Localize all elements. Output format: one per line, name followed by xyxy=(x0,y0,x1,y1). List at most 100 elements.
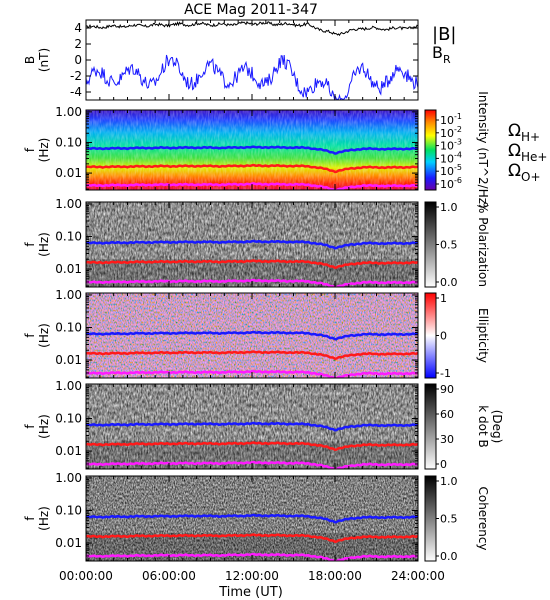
x-tick-label: 24:00:00 xyxy=(391,569,445,583)
colorbar-tick-label: 10-2 xyxy=(440,125,462,140)
x-tick-label: 00:00:00 xyxy=(59,569,113,583)
gyrofrequency-line-H-plus xyxy=(86,239,418,250)
colorbar-label: k dot B (Deg) xyxy=(476,405,504,447)
y-label-line: f xyxy=(23,147,37,152)
colorbar xyxy=(424,475,437,562)
plot-area xyxy=(86,20,418,100)
colorbar-tick-label: 90 xyxy=(440,383,454,396)
gyrofrequency-line-O-plus xyxy=(86,369,418,378)
gyrofrequency-line-O-plus xyxy=(86,278,418,287)
colorbar-tick-label: 1.0 xyxy=(440,201,458,214)
gyrofrequency-line-He-plus xyxy=(86,350,418,361)
y-tick-label: 0.01 xyxy=(55,262,82,276)
colorbar-tick-label: 10-3 xyxy=(440,138,462,153)
colorbar-tick-label: 0.0 xyxy=(440,276,458,289)
legend-b-magnitude: |B| xyxy=(432,24,456,45)
colorbar-tick-label: 0.5 xyxy=(440,239,458,252)
panel-magnetic-field: 4 2 0 -2 -4 B (nT) |B|BR xyxy=(23,19,456,101)
colorbar-tick-label: 60 xyxy=(440,408,454,421)
spectrogram-image xyxy=(86,476,418,561)
y-tick-label: -4 xyxy=(70,85,82,99)
colorbar-label: Ellipticity xyxy=(476,308,490,363)
gyro-label-H-plus: ΩH+ xyxy=(508,121,540,144)
y-label-line: (Hz) xyxy=(37,138,51,163)
y-tick-label: 0.01 xyxy=(55,166,82,180)
colorbar-label: Intensity (nT^2/Hz) xyxy=(476,91,490,208)
spectrogram-image xyxy=(86,110,418,190)
gyrofrequency-line-He-plus xyxy=(86,259,418,270)
y-axis-label: f (Hz) xyxy=(23,414,51,439)
figure-title: ACE Mag 2011-347 xyxy=(184,2,318,18)
y-axis-label: B (nT) xyxy=(23,48,51,72)
y-tick-label: 0.10 xyxy=(55,135,82,149)
y-axis-label: f (Hz) xyxy=(23,506,51,531)
panel-intensity: 1.00 0.10 0.01 f (Hz) 10-110-210-310-410-510-… xyxy=(23,91,547,208)
colorbar-label: % Polarization xyxy=(476,202,490,287)
y-label-line: f xyxy=(23,424,37,429)
y-tick-label: 0.10 xyxy=(55,320,82,334)
y-axis-label: f (Hz) xyxy=(23,232,51,257)
y-tick-label: 0.01 xyxy=(55,536,82,550)
panel-polarization: 1.00 0.10 0.01 f (Hz) 1.0 0.5 0.0 % Polarization xyxy=(23,197,490,289)
colorbar xyxy=(424,292,437,379)
colorbar-tick-label: 10-6 xyxy=(440,176,462,191)
y-label-line: f xyxy=(23,242,37,247)
gyro-label-O-plus: ΩO+ xyxy=(508,161,541,184)
colorbar-label-line: % Polarization xyxy=(476,202,490,287)
gyrofrequency-line-He-plus xyxy=(86,441,418,452)
y-label-line: f xyxy=(23,516,37,521)
y-tick-label: 0.10 xyxy=(55,229,82,243)
y-tick-label: 1.00 xyxy=(55,288,82,302)
y-tick-label: 0.01 xyxy=(55,444,82,458)
y-tick-label: 0.10 xyxy=(55,411,82,425)
panel-coherency: 1.00 0.10 0.01 f (Hz) 1.0 0.5 0.0 Coherency xyxy=(23,471,490,563)
colorbar-label-line: Ellipticity xyxy=(476,308,490,363)
colorbar-tick-label: 0.5 xyxy=(440,513,458,526)
y-label-line: (Hz) xyxy=(37,506,51,531)
y-tick-label: 0.01 xyxy=(55,353,82,367)
series-line-b-radial xyxy=(85,54,419,101)
y-tick-label: 1.00 xyxy=(55,197,82,211)
gyrofrequency-line-H-plus xyxy=(86,421,418,432)
gyrofrequency-line-H-plus xyxy=(86,330,418,341)
spectrogram-image xyxy=(86,384,418,469)
y-tick-label: 4 xyxy=(74,21,82,35)
gyrofrequency-line-O-plus xyxy=(86,460,418,469)
colorbar-tick-label: 1.0 xyxy=(440,475,458,488)
colorbar-label-line: Intensity (nT^2/Hz) xyxy=(476,91,490,208)
y-tick-label: 0.10 xyxy=(55,503,82,517)
y-tick-label: 1.00 xyxy=(55,105,82,119)
y-label-line: f xyxy=(23,333,37,338)
colorbar-tick-label: -1 xyxy=(440,367,451,380)
gyrofrequency-line-O-plus xyxy=(86,552,418,561)
x-tick-label: 06:00:00 xyxy=(142,569,196,583)
y-label-line: (Hz) xyxy=(37,232,51,257)
colorbar-label: Coherency xyxy=(476,486,490,550)
colorbar-tick-label: 0 xyxy=(440,330,447,343)
colorbar xyxy=(424,109,437,191)
gyrofrequency-line-He-plus xyxy=(86,163,418,174)
colorbar xyxy=(424,383,437,470)
panel-ellipticity: 1.00 0.10 0.01 f (Hz) 1 0 -1 Ellipticity xyxy=(23,288,490,380)
y-label-line: (Hz) xyxy=(37,414,51,439)
colorbar-tick-label: 1 xyxy=(440,292,447,305)
colorbar-tick-label: 10-4 xyxy=(440,150,462,165)
x-tick-label: 18:00:00 xyxy=(308,569,362,583)
gyrofrequency-line-H-plus xyxy=(86,513,418,524)
y-label-line: B xyxy=(23,56,37,64)
colorbar-label-line: Coherency xyxy=(476,486,490,550)
y-tick-label: -2 xyxy=(70,69,82,83)
panel-k-dot-b: 1.00 0.10 0.01 f (Hz) 90 60 30 0 k dot B (Deg) xyxy=(23,379,504,471)
y-tick-label: 1.00 xyxy=(55,379,82,393)
colorbar-tick-label: 30 xyxy=(440,433,454,446)
x-axis-label: Time (UT) xyxy=(218,585,283,600)
x-tick-label: 12:00:00 xyxy=(225,569,279,583)
gyro-label-He-plus: ΩHe+ xyxy=(508,141,547,164)
colorbar-label-line: k dot B xyxy=(476,405,490,447)
colorbar-label-line: (Deg) xyxy=(490,410,504,444)
ellipticity-texture xyxy=(86,293,418,378)
y-tick-label: 2 xyxy=(74,37,82,51)
colorbar-tick-label: 10-1 xyxy=(440,112,462,127)
intensity-texture xyxy=(86,110,418,190)
